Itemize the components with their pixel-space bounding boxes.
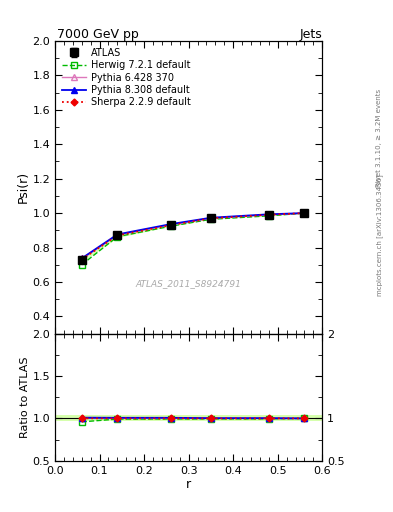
Herwig 7.2.1 default [209, 216, 213, 222]
Pythia 8.308 default [266, 211, 271, 218]
Pythia 8.308 default [79, 255, 84, 262]
Sherpa 2.2.9 default [79, 257, 84, 263]
Text: Jets: Jets [299, 28, 322, 41]
Herwig 7.2.1 default [266, 213, 271, 219]
Herwig 7.2.1 default [169, 223, 173, 229]
Bar [55, 415, 322, 421]
Pythia 6.428 370 [169, 222, 173, 228]
Sherpa 2.2.9 default [302, 210, 307, 216]
Text: mcplots.cern.ch [arXiv:1306.3436]: mcplots.cern.ch [arXiv:1306.3436] [376, 175, 383, 296]
Pythia 6.428 370 [115, 232, 120, 238]
Y-axis label: Psi(r): Psi(r) [17, 171, 29, 203]
Line: Pythia 6.428 370: Pythia 6.428 370 [78, 209, 308, 263]
Sherpa 2.2.9 default [115, 232, 120, 239]
Text: ATLAS_2011_S8924791: ATLAS_2011_S8924791 [136, 280, 242, 288]
Sherpa 2.2.9 default [266, 212, 271, 218]
Line: Herwig 7.2.1 default: Herwig 7.2.1 default [79, 210, 308, 268]
Pythia 8.308 default [115, 231, 120, 238]
Y-axis label: Ratio to ATLAS: Ratio to ATLAS [20, 356, 29, 438]
Text: 7000 GeV pp: 7000 GeV pp [57, 28, 139, 41]
Pythia 6.428 370 [302, 210, 307, 216]
X-axis label: r: r [186, 478, 191, 492]
Pythia 8.308 default [302, 210, 307, 216]
Herwig 7.2.1 default [302, 210, 307, 216]
Pythia 6.428 370 [79, 256, 84, 262]
Legend: ATLAS, Herwig 7.2.1 default, Pythia 6.428 370, Pythia 8.308 default, Sherpa 2.2.: ATLAS, Herwig 7.2.1 default, Pythia 6.42… [58, 44, 195, 112]
Line: Pythia 8.308 default: Pythia 8.308 default [78, 209, 308, 262]
Pythia 6.428 370 [209, 215, 213, 221]
Herwig 7.2.1 default [79, 262, 84, 268]
Sherpa 2.2.9 default [209, 215, 213, 221]
Pythia 8.308 default [169, 221, 173, 227]
Pythia 8.308 default [209, 215, 213, 221]
Sherpa 2.2.9 default [169, 222, 173, 228]
Pythia 6.428 370 [266, 212, 271, 218]
Text: Rivet 3.1.10, ≥ 3.2M events: Rivet 3.1.10, ≥ 3.2M events [376, 89, 382, 187]
Herwig 7.2.1 default [115, 233, 120, 240]
Line: Sherpa 2.2.9 default: Sherpa 2.2.9 default [79, 210, 307, 262]
